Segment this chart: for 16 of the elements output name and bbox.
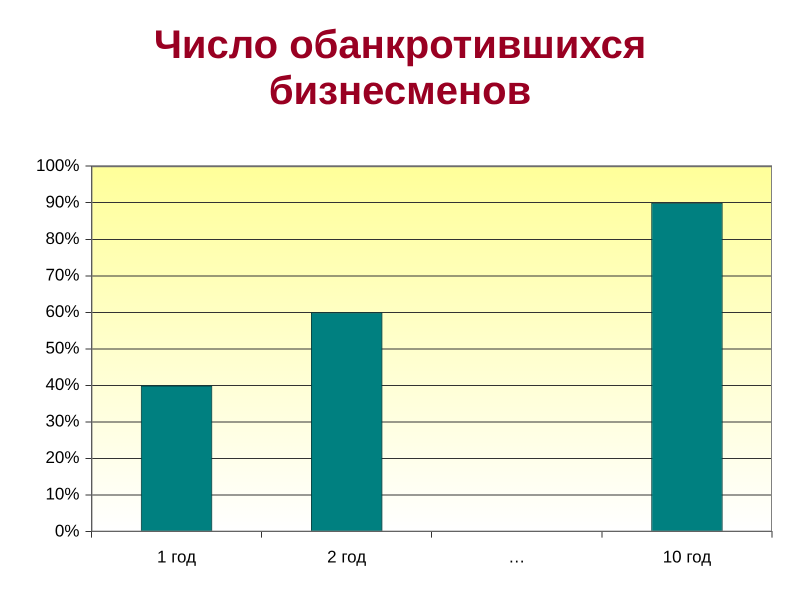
- y-tick-label: 10%: [45, 484, 80, 504]
- chart-title: Число обанкротившихся бизнесменов: [152, 22, 648, 114]
- x-tick-label: 2 год: [327, 547, 366, 566]
- y-tick-label: 80%: [45, 228, 80, 248]
- y-tick-label: 60%: [45, 302, 80, 322]
- y-tick-label: 100%: [36, 156, 80, 175]
- y-tick-label: 70%: [45, 266, 80, 285]
- x-tick-label: 1 год: [157, 547, 196, 566]
- y-tick-label: 90%: [45, 192, 80, 212]
- y-tick-label: 0%: [54, 521, 80, 540]
- y-tick-label: 20%: [45, 448, 80, 468]
- y-tick-label: 40%: [45, 375, 80, 394]
- y-tick-label: 50%: [45, 338, 80, 358]
- x-tick-label: …: [508, 547, 526, 566]
- x-tick-label: 10 год: [662, 547, 712, 566]
- y-tick-label: 30%: [45, 412, 80, 431]
